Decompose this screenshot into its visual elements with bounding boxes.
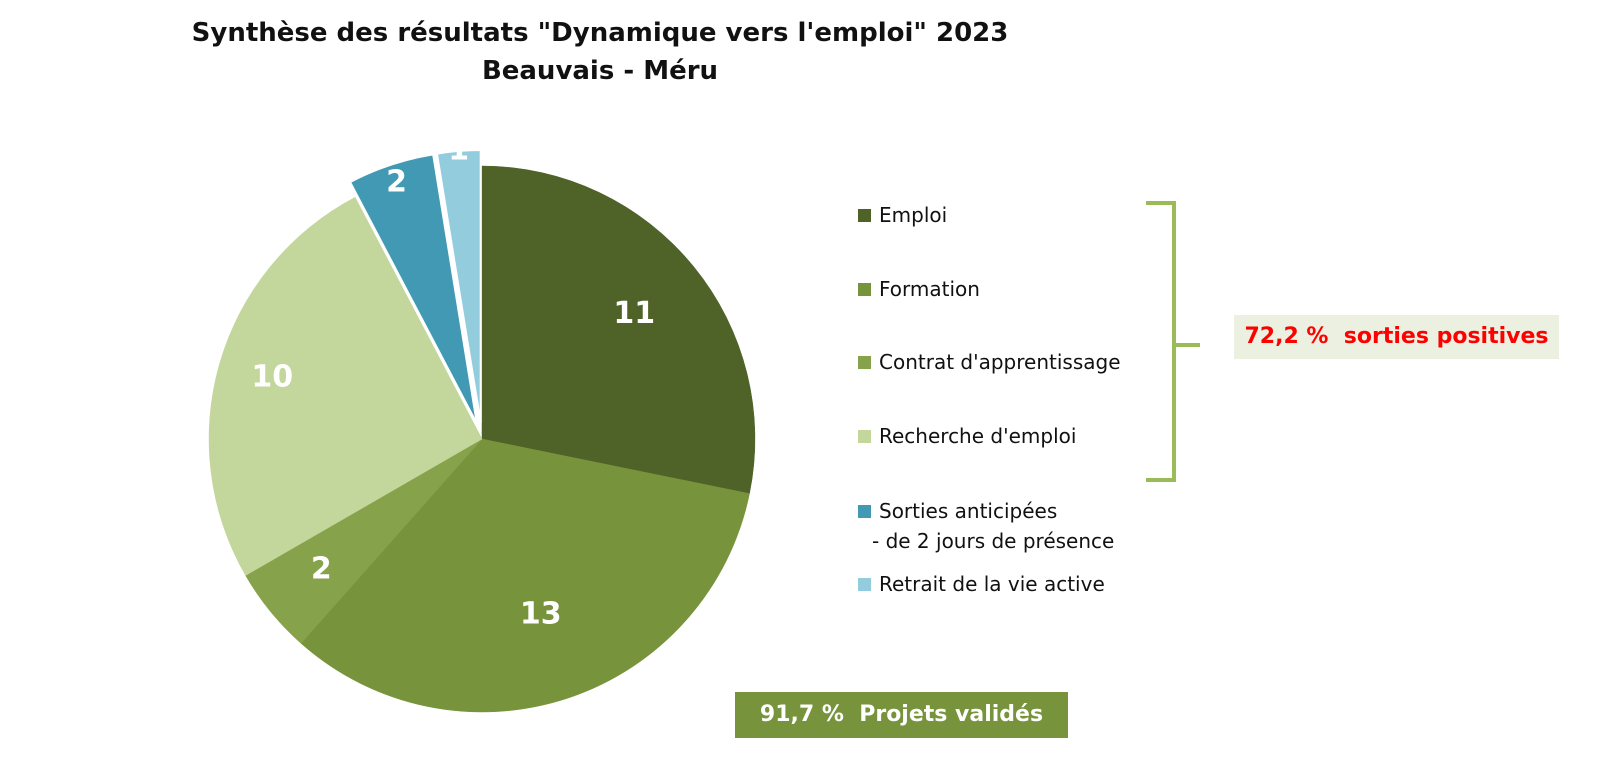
legend-label-5: Sorties anticipées bbox=[879, 499, 1058, 523]
legend-swatch-1 bbox=[858, 209, 871, 222]
pie-value-label-5: 2 bbox=[386, 164, 407, 199]
legend-label-1: Emploi bbox=[879, 203, 948, 227]
legend-swatch-2 bbox=[858, 283, 871, 296]
pie-slice-4 bbox=[208, 196, 483, 576]
pie-slice-6 bbox=[435, 149, 482, 424]
legend-label-6: Retrait de la vie active bbox=[879, 572, 1105, 596]
bracket-path bbox=[1146, 201, 1200, 482]
pie-slice-1 bbox=[481, 165, 756, 494]
legend-swatch-6 bbox=[858, 578, 871, 591]
chart-title-block: Synthèse des résultats "Dynamique vers l… bbox=[170, 14, 1030, 90]
pie-value-label-3: 2 bbox=[311, 552, 332, 587]
pie-value-label-4: 10 bbox=[251, 360, 293, 395]
legend-label-4: Recherche d'emploi bbox=[879, 424, 1077, 448]
legend-label-3: Contrat d'apprentissage bbox=[879, 350, 1121, 374]
pie-slice-2 bbox=[300, 438, 750, 713]
legend-swatch-3 bbox=[858, 356, 871, 369]
legend-swatch-5 bbox=[858, 505, 871, 518]
chart-title: Synthèse des résultats "Dynamique vers l… bbox=[191, 18, 1009, 48]
legend-label-2: Formation bbox=[879, 277, 980, 301]
validated-projects-annotation: 91,7 % Projets validés bbox=[735, 692, 1068, 738]
legend-swatch-4 bbox=[858, 430, 871, 443]
positive-exits-annotation: 72,2 % sorties positives bbox=[1234, 315, 1559, 359]
pie-slice-5 bbox=[348, 153, 478, 425]
pie-value-label-2: 13 bbox=[520, 597, 562, 632]
legend-label-line2-5: - de 2 jours de présence bbox=[872, 529, 1115, 553]
pie-value-label-6: 1 bbox=[448, 132, 469, 167]
pie-value-label-1: 11 bbox=[613, 296, 655, 331]
chart-subtitle: Beauvais - Méru bbox=[481, 56, 719, 86]
